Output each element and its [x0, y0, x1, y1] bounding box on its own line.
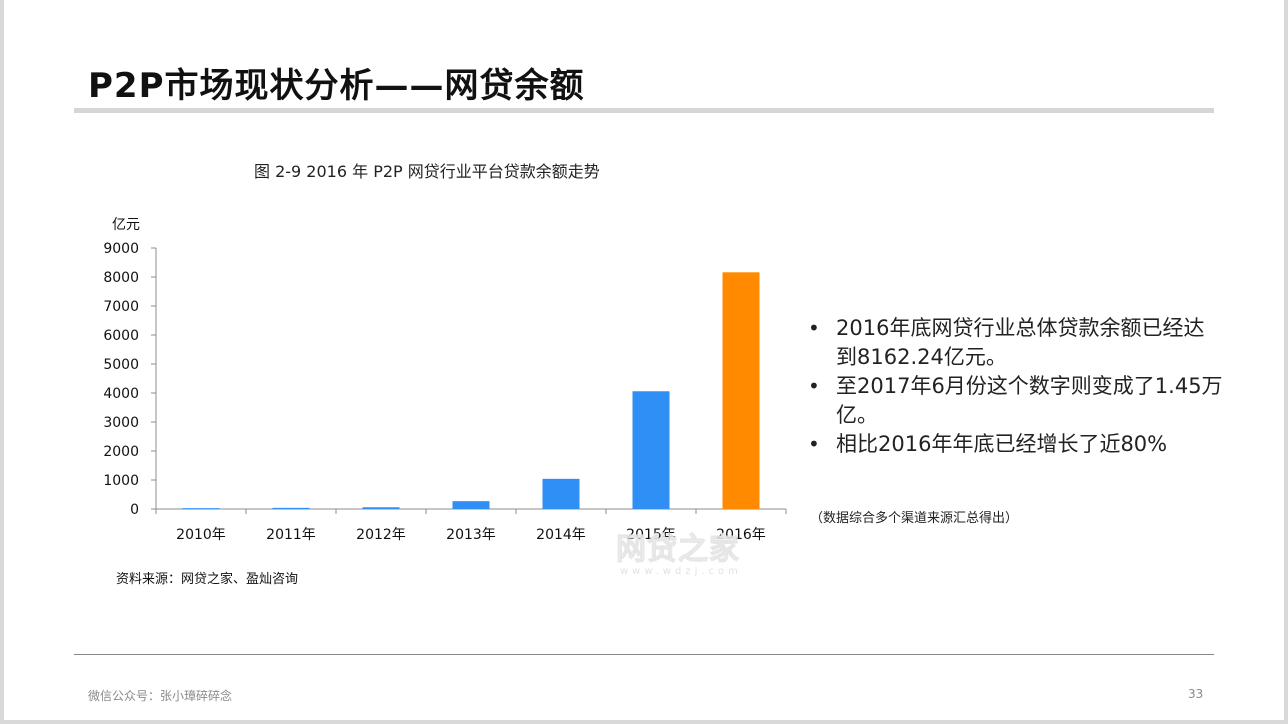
bullet-item: 至2017年6月份这个数字则变成了1.45万亿。: [804, 372, 1224, 430]
bar: [272, 507, 310, 509]
page-number: 33: [1188, 687, 1204, 701]
slide-title: P2P市场现状分析——网贷余额: [88, 66, 585, 106]
watermark-logo: 网贷之家: [616, 532, 740, 568]
y-tick-label: 0: [130, 502, 139, 518]
x-tick-label: 2012年: [356, 527, 406, 543]
slide: P2P市场现状分析——网贷余额 图 2-9 2016 年 P2P 网贷行业平台贷…: [4, 0, 1284, 720]
x-tick-label: 2010年: [176, 527, 226, 543]
x-tick-label: 2013年: [446, 527, 496, 543]
bar: [362, 507, 400, 509]
y-tick-label: 4000: [103, 386, 139, 402]
y-axis-label: 亿元: [112, 217, 140, 233]
bar: [632, 391, 670, 509]
bullet-item: 相比2016年年底已经增长了近80%: [804, 430, 1224, 459]
y-tick-label: 7000: [103, 299, 139, 315]
y-tick-label: 6000: [103, 328, 139, 344]
x-tick-label: 2014年: [536, 527, 586, 543]
x-tick-label: 2015年: [626, 527, 676, 543]
watermark-url: www.wdzj.com: [620, 566, 742, 577]
bar-chart: 0 1000 2000 3000 4000 5000 6000 7000 8000 9000 亿元 2…: [103, 217, 787, 543]
title-divider: [74, 108, 1214, 113]
chart-caption: 图 2-9 2016 年 P2P 网贷行业平台贷款余额走势: [254, 162, 600, 181]
bullet-item: 2016年底网贷行业总体贷款余额已经达到8162.24亿元。: [804, 314, 1224, 372]
footer-divider: [74, 654, 1214, 655]
bar: [542, 478, 580, 509]
bar: [182, 508, 220, 510]
footer-wechat: 微信公众号：张小璋碎碎念: [88, 689, 233, 703]
data-note: （数据综合多个渠道来源汇总得出）: [810, 511, 1019, 526]
y-tick-label: 9000: [103, 241, 139, 257]
x-tick-label: 2011年: [266, 527, 316, 543]
y-tick-label: 5000: [103, 357, 139, 373]
chart-source: 资料来源：网贷之家、盈灿咨询: [116, 572, 299, 587]
bar: [452, 501, 490, 509]
bar: [722, 272, 760, 509]
bullet-list: 2016年底网贷行业总体贷款余额已经达到8162.24亿元。 至2017年6月份…: [804, 314, 1224, 459]
y-tick-label: 1000: [103, 473, 139, 489]
x-tick-label: 2016年: [716, 527, 766, 543]
y-tick-label: 3000: [103, 415, 139, 431]
y-tick-label: 8000: [103, 270, 139, 286]
y-tick-label: 2000: [103, 444, 139, 460]
